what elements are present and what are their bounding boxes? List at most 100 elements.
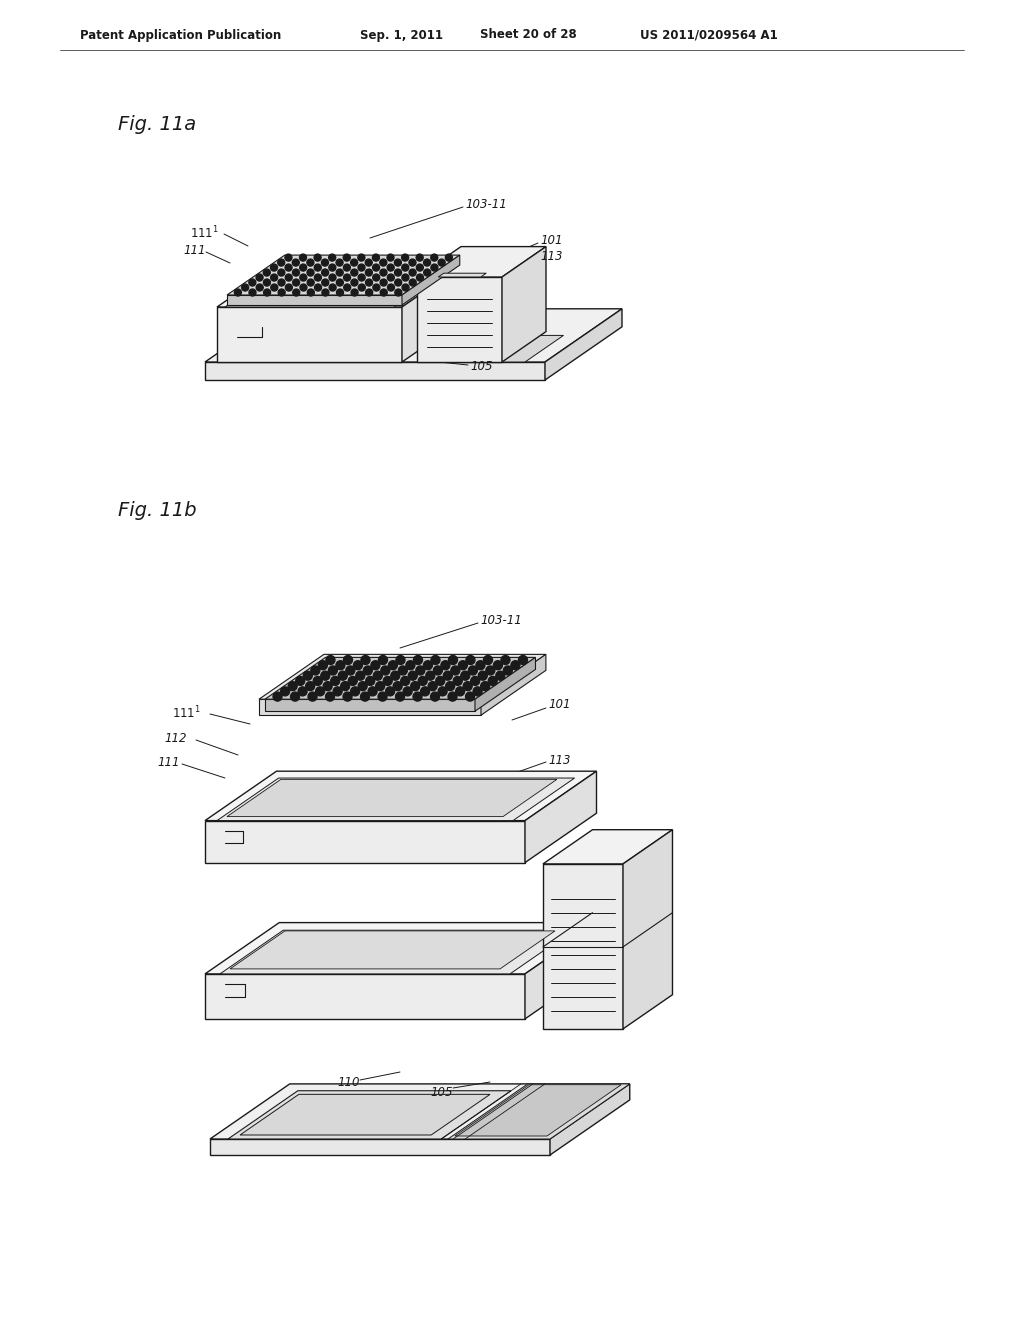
Circle shape bbox=[350, 686, 359, 696]
Text: 113: 113 bbox=[540, 251, 562, 264]
Circle shape bbox=[501, 656, 510, 664]
Text: 103-11: 103-11 bbox=[480, 614, 522, 627]
Circle shape bbox=[331, 676, 340, 685]
Text: 101: 101 bbox=[548, 698, 570, 711]
Circle shape bbox=[329, 284, 336, 290]
Polygon shape bbox=[550, 1084, 630, 1155]
Circle shape bbox=[263, 269, 270, 276]
Circle shape bbox=[380, 289, 387, 296]
Circle shape bbox=[438, 259, 445, 267]
Circle shape bbox=[454, 676, 462, 685]
Polygon shape bbox=[210, 1139, 550, 1155]
Circle shape bbox=[374, 671, 382, 680]
Circle shape bbox=[411, 681, 420, 690]
Circle shape bbox=[393, 681, 402, 690]
Circle shape bbox=[364, 667, 373, 675]
Circle shape bbox=[511, 661, 520, 669]
Circle shape bbox=[313, 676, 323, 685]
Circle shape bbox=[279, 289, 285, 296]
Circle shape bbox=[348, 676, 357, 685]
Polygon shape bbox=[543, 830, 673, 863]
Circle shape bbox=[344, 275, 350, 281]
Text: 111: 111 bbox=[157, 755, 179, 768]
Circle shape bbox=[336, 269, 343, 276]
Circle shape bbox=[285, 253, 292, 261]
Circle shape bbox=[344, 284, 350, 290]
Circle shape bbox=[438, 686, 447, 696]
Circle shape bbox=[431, 264, 438, 271]
Polygon shape bbox=[227, 255, 460, 294]
Circle shape bbox=[463, 681, 472, 690]
Circle shape bbox=[357, 253, 365, 261]
Circle shape bbox=[496, 671, 505, 680]
Circle shape bbox=[315, 686, 325, 696]
Circle shape bbox=[376, 681, 385, 690]
Text: Fig. 11a: Fig. 11a bbox=[118, 116, 197, 135]
Text: 111$^1$: 111$^1$ bbox=[172, 705, 201, 721]
Circle shape bbox=[383, 676, 392, 685]
Circle shape bbox=[249, 289, 256, 296]
Text: Fig. 11b: Fig. 11b bbox=[118, 500, 197, 520]
Circle shape bbox=[394, 279, 401, 286]
Circle shape bbox=[358, 284, 366, 290]
Polygon shape bbox=[217, 308, 402, 362]
Circle shape bbox=[336, 279, 343, 286]
Polygon shape bbox=[205, 362, 545, 380]
Circle shape bbox=[322, 279, 329, 286]
Circle shape bbox=[380, 269, 387, 276]
Circle shape bbox=[263, 289, 270, 296]
Circle shape bbox=[361, 656, 370, 664]
Polygon shape bbox=[475, 657, 536, 711]
Circle shape bbox=[409, 259, 416, 267]
Circle shape bbox=[431, 656, 440, 664]
Circle shape bbox=[292, 259, 299, 267]
Polygon shape bbox=[265, 700, 475, 711]
Circle shape bbox=[249, 279, 256, 286]
Circle shape bbox=[368, 686, 377, 696]
Circle shape bbox=[387, 264, 394, 271]
Circle shape bbox=[398, 667, 408, 675]
Polygon shape bbox=[220, 931, 573, 974]
Circle shape bbox=[329, 264, 336, 271]
Polygon shape bbox=[417, 247, 546, 277]
Circle shape bbox=[303, 671, 312, 680]
Circle shape bbox=[424, 259, 430, 267]
Circle shape bbox=[381, 667, 390, 675]
Polygon shape bbox=[210, 1084, 630, 1139]
Circle shape bbox=[394, 259, 401, 267]
Circle shape bbox=[401, 264, 409, 271]
Circle shape bbox=[273, 692, 282, 701]
Circle shape bbox=[321, 671, 330, 680]
Circle shape bbox=[281, 686, 290, 696]
Polygon shape bbox=[217, 777, 574, 821]
Circle shape bbox=[278, 279, 285, 286]
Circle shape bbox=[417, 275, 424, 281]
Circle shape bbox=[373, 264, 380, 271]
Circle shape bbox=[373, 253, 380, 261]
Circle shape bbox=[333, 686, 342, 696]
Circle shape bbox=[416, 253, 423, 261]
Circle shape bbox=[379, 656, 387, 664]
Text: US 2011/0209564 A1: US 2011/0209564 A1 bbox=[640, 29, 778, 41]
Circle shape bbox=[234, 289, 242, 296]
Circle shape bbox=[468, 667, 477, 675]
Text: 113: 113 bbox=[548, 754, 570, 767]
Polygon shape bbox=[525, 771, 597, 862]
Circle shape bbox=[278, 269, 285, 276]
Circle shape bbox=[307, 289, 314, 296]
Circle shape bbox=[322, 269, 329, 276]
Circle shape bbox=[366, 676, 375, 685]
Circle shape bbox=[401, 275, 409, 281]
Polygon shape bbox=[623, 830, 673, 1028]
Circle shape bbox=[278, 259, 285, 267]
Circle shape bbox=[293, 279, 300, 286]
Polygon shape bbox=[543, 863, 623, 1028]
Circle shape bbox=[322, 259, 329, 267]
Polygon shape bbox=[438, 273, 486, 277]
Polygon shape bbox=[265, 657, 536, 700]
Circle shape bbox=[256, 284, 263, 290]
Circle shape bbox=[307, 259, 314, 267]
Circle shape bbox=[417, 264, 423, 271]
Circle shape bbox=[445, 681, 455, 690]
Circle shape bbox=[318, 661, 328, 669]
